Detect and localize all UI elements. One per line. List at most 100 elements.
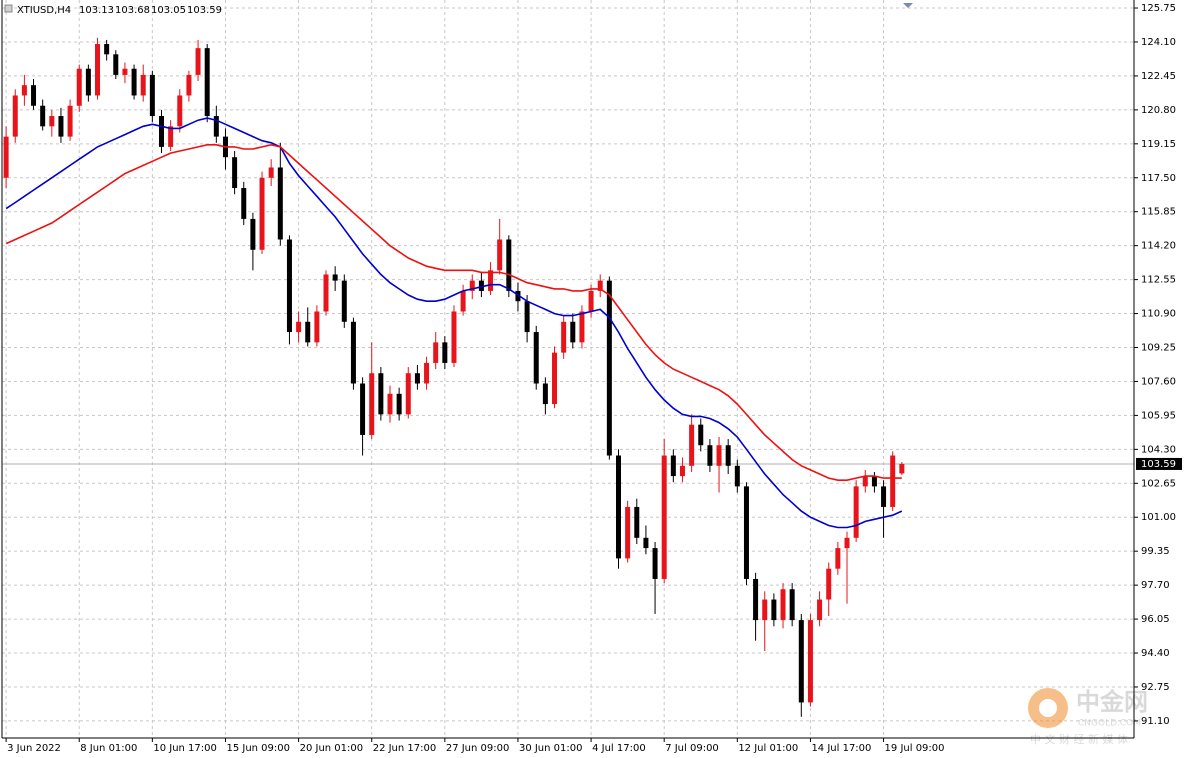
candle-body	[31, 85, 37, 106]
candle-body	[259, 177, 265, 250]
candle-body	[195, 48, 201, 75]
candle-body	[652, 548, 658, 579]
candle-body	[149, 74, 155, 117]
x-tick-label: 19 Jul 09:00	[885, 743, 945, 754]
candle-body	[780, 589, 786, 621]
candle-body	[204, 48, 210, 117]
x-tick-label: 30 Jun 01:00	[519, 743, 583, 754]
header-open: 103.13	[79, 5, 114, 16]
y-tick-label: 114.20	[1141, 241, 1176, 252]
candle-body	[762, 599, 768, 621]
y-tick-label: 97.70	[1141, 580, 1170, 591]
candle-body	[488, 270, 494, 291]
candle-body	[76, 68, 82, 106]
watermark-domain: CNGOLD.COM	[1078, 719, 1141, 729]
candle-body	[707, 445, 713, 466]
candle-body	[12, 95, 18, 137]
header-low: 103.05	[151, 5, 186, 16]
symbol-title: XTIUSD,H4	[17, 5, 71, 16]
watermark-name: 中金网	[1076, 688, 1148, 716]
x-tick-label: 10 Jun 17:00	[153, 743, 217, 754]
candle-body	[433, 342, 439, 363]
candle-body	[40, 105, 46, 127]
candle-body	[3, 136, 9, 178]
candle-body	[570, 321, 576, 343]
candle-body	[21, 85, 27, 96]
candle-body	[277, 167, 283, 240]
candle-body	[469, 280, 475, 291]
y-tick-label: 112.55	[1141, 275, 1176, 286]
candle-body	[424, 362, 430, 384]
x-tick-label: 8 Jun 01:00	[80, 743, 137, 754]
x-tick-label: 4 Jul 17:00	[592, 743, 646, 754]
candle-body	[661, 455, 667, 579]
y-tick-label: 115.85	[1141, 207, 1176, 218]
candle-body	[679, 465, 685, 477]
candle-body	[643, 537, 649, 549]
candle-body	[807, 620, 813, 703]
candle-body	[350, 321, 356, 384]
candle-body	[798, 620, 804, 703]
y-tick-label: 104.30	[1141, 444, 1176, 455]
candle-body	[332, 274, 338, 281]
y-tick-label: 99.35	[1141, 546, 1170, 557]
candle-body	[561, 321, 567, 353]
candle-body	[232, 157, 238, 189]
x-tick-label: 20 Jun 01:00	[300, 743, 364, 754]
moving-average-line	[5, 117, 903, 529]
candle-body	[186, 74, 192, 96]
candle-body	[286, 239, 292, 333]
candle-body	[835, 548, 841, 569]
candle-body	[716, 445, 722, 466]
y-tick-label: 125.75	[1141, 3, 1176, 14]
candle-body	[341, 280, 347, 322]
candle-body	[588, 290, 594, 312]
candle-body	[615, 455, 621, 559]
candle-body	[625, 506, 631, 559]
candle-body	[579, 311, 585, 343]
candle-body	[250, 218, 256, 250]
candle-body	[305, 321, 311, 343]
y-tick-label: 119.15	[1141, 139, 1176, 150]
candle-body	[698, 424, 704, 446]
candle-body	[524, 301, 530, 333]
y-tick-label: 91.10	[1141, 716, 1170, 727]
candle-body	[387, 393, 393, 415]
y-tick-label: 120.80	[1141, 105, 1176, 116]
candle-body	[104, 44, 110, 55]
header-high: 103.68	[115, 5, 150, 16]
candle-body	[296, 321, 302, 333]
candle-body	[122, 68, 128, 75]
current-price-box	[1136, 457, 1182, 470]
header: XTIUSD,H4 103.13 103.68 103.05 103.59	[4, 4, 222, 16]
candle-body	[268, 167, 274, 178]
x-tick-label: 3 Jun 2022	[7, 743, 61, 754]
candle-body	[497, 239, 503, 271]
candle-body	[140, 74, 146, 96]
axes: 125.75 124.10 122.45 120.80 119.15 117.50 115.…	[5, 3, 1182, 754]
y-tick-label: 124.10	[1141, 37, 1176, 48]
candle-body	[597, 280, 603, 291]
candle-body	[826, 568, 832, 600]
candle-body	[396, 393, 402, 415]
candle-body	[899, 463, 905, 474]
x-tick-label: 15 Jun 09:00	[226, 743, 290, 754]
y-tick-label: 101.00	[1141, 512, 1176, 523]
candle-body	[606, 280, 612, 456]
candle-body	[533, 332, 539, 384]
candle-body	[478, 280, 484, 291]
candle-body	[85, 68, 91, 96]
x-tick-label: 27 Jun 09:00	[446, 743, 510, 754]
candle-body	[451, 311, 457, 363]
candle-body	[506, 239, 512, 291]
candle-body	[414, 373, 420, 384]
candle-body	[158, 116, 164, 147]
x-tick-label: 12 Jul 01:00	[738, 743, 798, 754]
y-tick-label: 92.75	[1141, 682, 1170, 693]
candle-body	[817, 599, 823, 621]
candle-body	[734, 465, 740, 487]
candle-body	[515, 290, 521, 302]
candle-body	[49, 116, 55, 127]
candle-body	[168, 126, 174, 147]
candle-body	[378, 373, 384, 415]
